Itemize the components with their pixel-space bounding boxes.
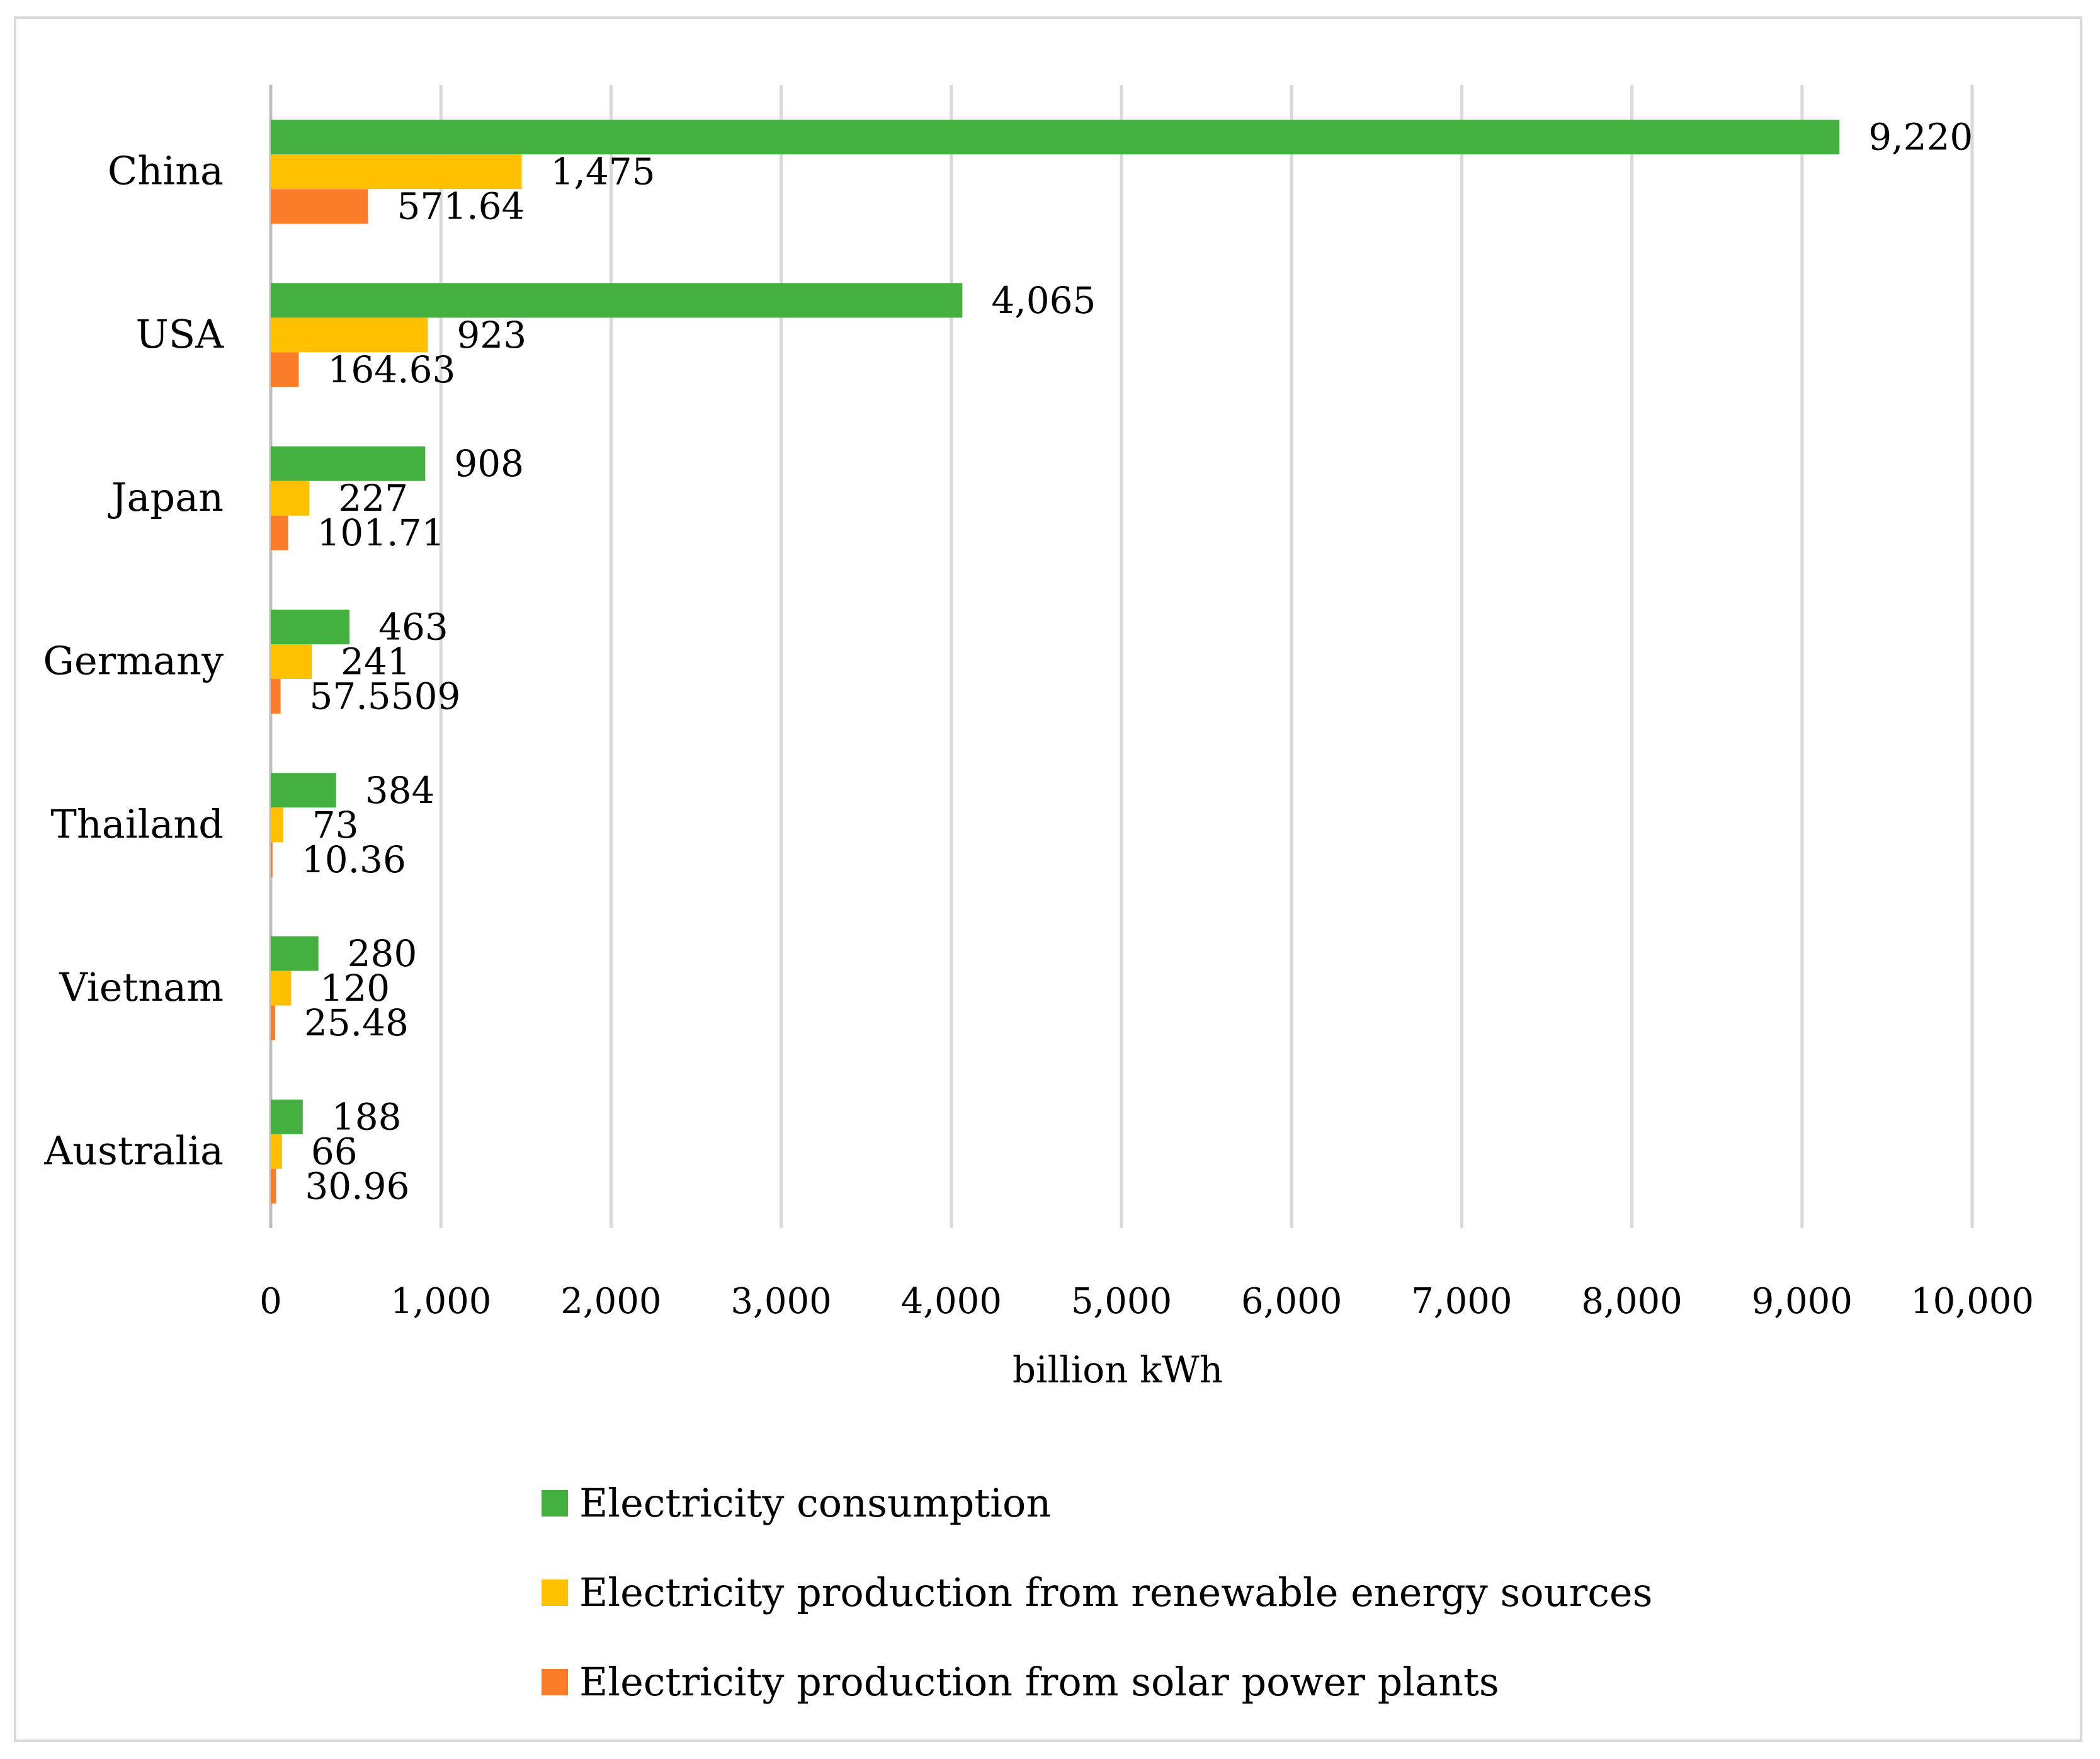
x-tick-label: 0 (259, 1281, 282, 1322)
category-label-japan: Japan (108, 474, 224, 520)
legend-swatch-3 (542, 1669, 568, 1695)
data-label-australia-series-3: 30.96 (305, 1164, 409, 1207)
x-tick-label: 3,000 (730, 1281, 831, 1322)
data-label-china-series-2: 1,475 (551, 151, 656, 193)
bar-thailand-series-3 (271, 842, 273, 877)
data-label-thailand-series-2: 73 (312, 804, 359, 846)
bar-japan-series-2 (271, 481, 310, 516)
data-label-thailand-series-3: 10.36 (302, 838, 406, 881)
x-tick-label: 9,000 (1752, 1281, 1853, 1322)
bar-china-series-1 (271, 120, 1840, 155)
data-label-germany-series-3: 57.5509 (310, 675, 461, 718)
x-axis-title: billion kWh (1013, 1348, 1223, 1391)
bar-germany-series-2 (271, 644, 312, 679)
bar-usa-series-3 (271, 352, 299, 387)
legend-label-1: Electricity consumption (579, 1480, 1051, 1526)
data-label-usa-series-2: 923 (457, 314, 526, 356)
x-tick-label: 1,000 (390, 1281, 491, 1322)
gridlines (269, 85, 1974, 1228)
data-label-australia-series-2: 66 (311, 1130, 358, 1173)
bar-australia-series-1 (271, 1099, 303, 1134)
x-tick-label: 7,000 (1411, 1281, 1512, 1322)
data-label-vietnam-series-1: 280 (348, 932, 417, 975)
data-label-japan-series-2: 227 (338, 477, 408, 520)
x-tick-label: 2,000 (560, 1281, 661, 1322)
category-label-australia: Australia (43, 1127, 224, 1173)
bar-australia-series-3 (271, 1168, 276, 1204)
category-label-usa: USA (136, 311, 225, 357)
category-label-vietnam: Vietnam (59, 964, 224, 1010)
bar-usa-series-1 (271, 283, 963, 318)
x-tick-label: 5,000 (1071, 1281, 1172, 1322)
bar-vietnam-series-2 (271, 971, 292, 1006)
bar-vietnam-series-3 (271, 1005, 275, 1040)
data-label-germany-series-1: 463 (378, 606, 448, 649)
data-label-china-series-1: 9,220 (1868, 116, 1973, 159)
legend-swatch-2 (542, 1580, 568, 1606)
data-label-japan-series-3: 101.71 (317, 511, 445, 554)
x-tick-label: 8,000 (1581, 1281, 1682, 1322)
bar-germany-series-3 (271, 679, 281, 714)
data-label-usa-series-1: 4,065 (991, 279, 1096, 322)
bar-usa-series-2 (271, 317, 428, 353)
category-label-germany: Germany (43, 638, 224, 684)
bar-thailand-series-2 (271, 807, 283, 843)
data-label-vietnam-series-3: 25.48 (304, 1001, 409, 1044)
category-label-china: China (108, 148, 224, 194)
x-tick-label: 4,000 (901, 1281, 1002, 1322)
bar-thailand-series-1 (271, 773, 336, 808)
data-label-japan-series-1: 908 (454, 442, 524, 485)
data-label-australia-series-1: 188 (332, 1095, 402, 1138)
bar-china-series-2 (271, 154, 522, 190)
bar-china-series-3 (271, 189, 368, 224)
data-label-usa-series-3: 164.63 (327, 348, 455, 391)
data-label-vietnam-series-2: 120 (320, 967, 390, 1010)
bar-australia-series-2 (271, 1134, 282, 1169)
x-tick-label: 6,000 (1241, 1281, 1342, 1322)
x-tick-label: 10,000 (1910, 1281, 2034, 1322)
data-label-thailand-series-1: 384 (365, 769, 435, 812)
bars (271, 120, 1840, 1204)
category-label-thailand: Thailand (51, 801, 224, 847)
bar-germany-series-1 (271, 610, 350, 644)
bar-japan-series-3 (271, 515, 288, 550)
legend-label-2: Electricity production from renewable en… (579, 1569, 1652, 1615)
data-label-china-series-3: 571.64 (397, 185, 525, 228)
axes: 0 1,000 2,000 3,000 4,000 5,000 6,000 7,000 8,00… (43, 148, 2034, 1322)
bar-vietnam-series-1 (271, 936, 319, 971)
legend: Electricity consumption Electricity produ… (542, 1480, 1652, 1705)
bar-japan-series-1 (271, 446, 426, 481)
legend-swatch-1 (542, 1490, 568, 1517)
data-label-germany-series-2: 241 (341, 640, 411, 683)
legend-label-3: Electricity production from solar power … (579, 1659, 1499, 1705)
